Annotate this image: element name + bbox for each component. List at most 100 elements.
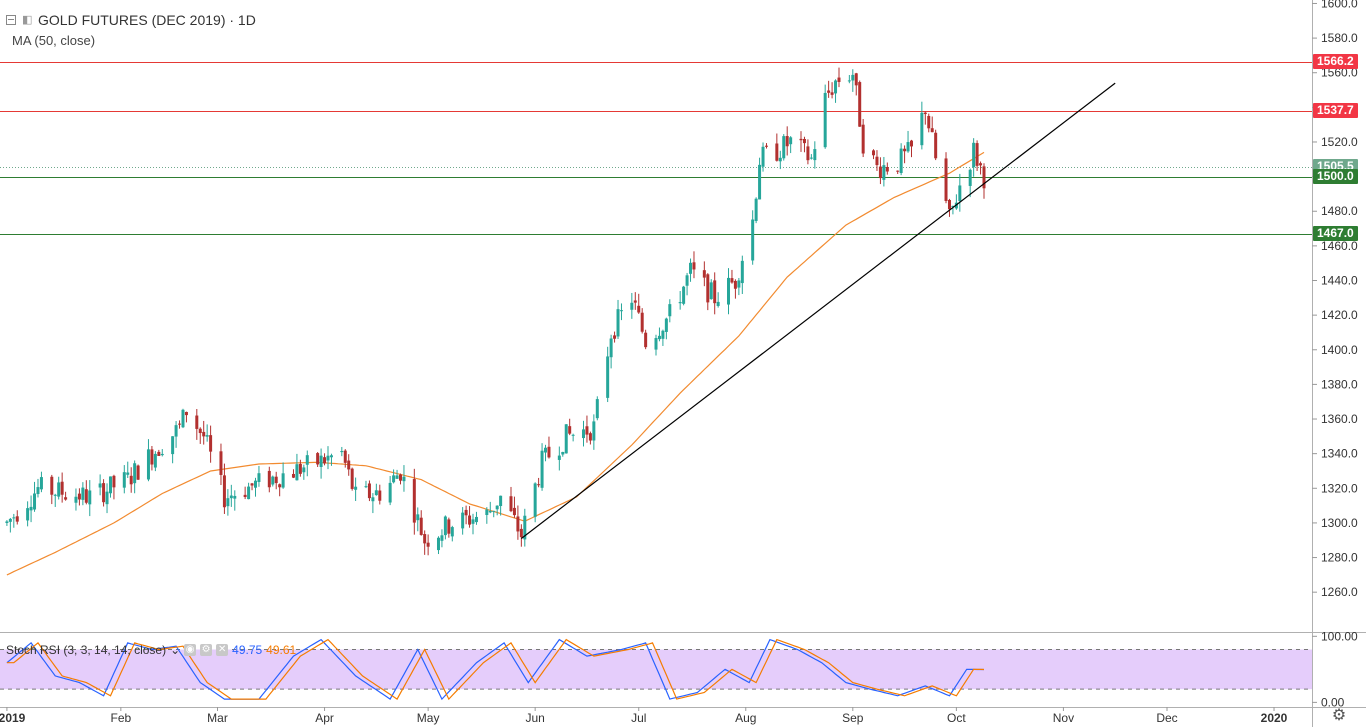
candle-body bbox=[854, 73, 858, 86]
candle-body bbox=[126, 472, 130, 475]
candle-body bbox=[944, 158, 948, 201]
candle-body bbox=[60, 481, 64, 495]
price-tick-label: 1340.0 bbox=[1321, 447, 1358, 461]
candle-body bbox=[716, 301, 720, 306]
candle-body bbox=[84, 489, 88, 503]
candle-body bbox=[150, 449, 154, 465]
candle-body bbox=[354, 486, 358, 490]
chevron-down-icon[interactable]: ⌄ bbox=[170, 643, 181, 657]
gear-icon[interactable]: ⚙ bbox=[1331, 707, 1347, 724]
candle-body bbox=[39, 477, 43, 490]
price-tick-label: 1280.0 bbox=[1321, 551, 1358, 565]
candle-body bbox=[464, 509, 468, 516]
k-value: 49.75 bbox=[232, 643, 263, 657]
candle-body bbox=[5, 521, 9, 523]
candle-body bbox=[689, 262, 693, 274]
candle-body bbox=[202, 431, 206, 437]
candle-body bbox=[619, 310, 623, 312]
candle-body bbox=[416, 514, 420, 521]
stoch-rsi-legend: Stoch RSI (3, 3, 14, 14, close) ⌄ ◉ ⚙ ✕ … bbox=[6, 643, 296, 657]
eye-icon[interactable]: ◉ bbox=[184, 644, 197, 656]
candle-body bbox=[295, 464, 299, 481]
candle-body bbox=[730, 278, 734, 283]
candle-body bbox=[827, 90, 831, 93]
trendline[interactable] bbox=[520, 82, 1116, 539]
candle-body bbox=[88, 490, 92, 505]
candle-body bbox=[485, 509, 489, 516]
candle-body bbox=[761, 146, 765, 167]
candle-body bbox=[923, 112, 927, 115]
candle-body bbox=[64, 497, 68, 500]
flag-icon[interactable]: ◧ bbox=[22, 14, 33, 26]
candle-body bbox=[205, 435, 209, 437]
candle-body bbox=[399, 474, 403, 481]
candle-body bbox=[968, 169, 972, 186]
candle-body bbox=[678, 302, 682, 304]
candle-body bbox=[733, 280, 737, 289]
candle-body bbox=[581, 429, 585, 439]
stoch-rsi-pane[interactable] bbox=[0, 638, 1312, 701]
candle-body bbox=[257, 473, 261, 483]
candle-body bbox=[789, 137, 793, 145]
candle-body bbox=[184, 411, 188, 416]
time-tick-label: Jun bbox=[525, 711, 544, 725]
collapse-icon[interactable] bbox=[6, 15, 16, 25]
ma-indicator-label: MA (50, close) bbox=[12, 32, 96, 48]
candle-body bbox=[171, 436, 175, 455]
candle-body bbox=[702, 270, 706, 278]
ma-line bbox=[6, 151, 985, 576]
candle-body bbox=[799, 138, 803, 141]
candle-body bbox=[571, 434, 575, 436]
candle-body bbox=[657, 335, 661, 340]
close-icon[interactable]: ✕ bbox=[216, 644, 229, 656]
candle-body bbox=[219, 451, 223, 475]
candle-body bbox=[823, 92, 827, 148]
candle-body bbox=[523, 515, 527, 540]
candle-body bbox=[461, 512, 465, 529]
candle-body bbox=[595, 399, 599, 419]
candle-body bbox=[229, 495, 233, 499]
stoch-d-line bbox=[6, 638, 985, 701]
candle-body bbox=[934, 132, 938, 159]
candle-body bbox=[682, 286, 686, 304]
candle-body bbox=[108, 476, 112, 494]
candle-body bbox=[8, 518, 12, 522]
candle-body bbox=[740, 260, 744, 284]
candle-body bbox=[585, 426, 589, 435]
candle-body bbox=[492, 510, 496, 512]
candle-body bbox=[920, 112, 924, 146]
candle-body bbox=[253, 480, 257, 488]
candle-body bbox=[160, 453, 164, 456]
candle-body bbox=[136, 465, 140, 480]
candle-body bbox=[713, 280, 717, 304]
candle-body bbox=[830, 92, 834, 95]
candle-body bbox=[930, 128, 934, 133]
candle-body bbox=[882, 165, 886, 180]
candle-body bbox=[102, 483, 106, 503]
time-axis[interactable]: 2019 Feb Mar Apr May Jun Jul Aug Sep Oct Nov Dec 202… bbox=[0, 707, 1288, 725]
candle-body bbox=[247, 486, 251, 500]
candle-body bbox=[951, 205, 955, 207]
candle-body bbox=[906, 142, 910, 152]
candle-body bbox=[896, 170, 900, 172]
price-tick-label: 1460.0 bbox=[1321, 239, 1358, 253]
horizontal-levels[interactable] bbox=[0, 62, 1312, 235]
candle-body bbox=[57, 482, 61, 497]
candle-body bbox=[758, 164, 762, 200]
candle-body bbox=[509, 496, 513, 512]
candle-body bbox=[706, 274, 710, 303]
candle-body bbox=[98, 483, 102, 488]
candle-body bbox=[412, 479, 416, 523]
candle-body bbox=[661, 330, 665, 339]
candle-body bbox=[778, 157, 782, 162]
time-tick-label: Nov bbox=[1053, 711, 1074, 725]
candle-body bbox=[737, 280, 741, 288]
candle-body bbox=[609, 338, 613, 358]
candle-body bbox=[499, 495, 503, 507]
time-tick-label: Aug bbox=[735, 711, 756, 725]
price-tag: 1500.0 bbox=[1313, 168, 1358, 184]
gear-icon[interactable]: ⚙ bbox=[200, 644, 213, 656]
candle-body bbox=[12, 517, 16, 519]
